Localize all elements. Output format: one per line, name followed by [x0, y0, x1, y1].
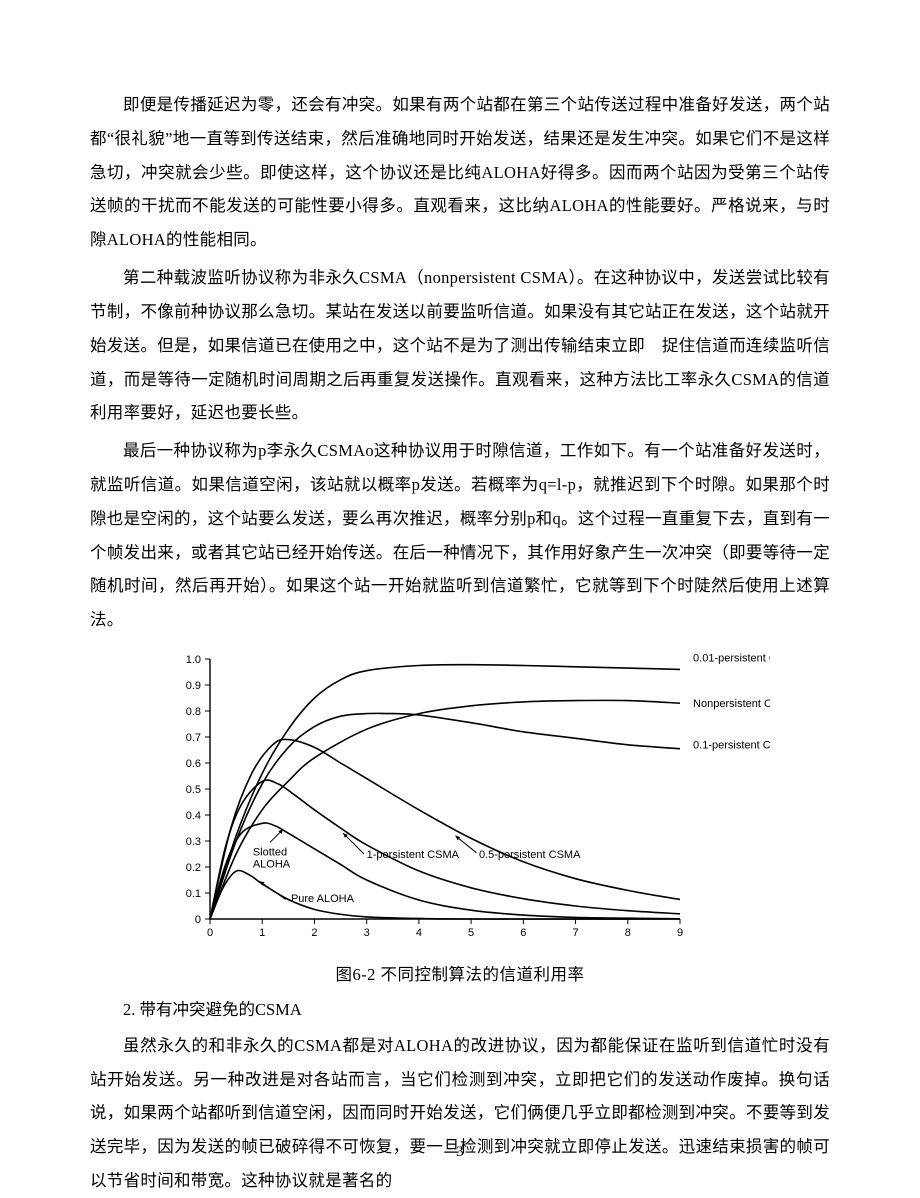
- svg-text:0: 0: [195, 914, 201, 926]
- svg-text:4: 4: [416, 927, 422, 939]
- paragraph-2: 第二种载波监听协议称为非永久CSMA（nonpersistent CSMA）。在…: [90, 261, 830, 430]
- svg-text:9: 9: [677, 927, 683, 939]
- svg-text:0.4: 0.4: [186, 810, 201, 822]
- svg-text:1: 1: [259, 927, 265, 939]
- page-number: 3: [0, 1144, 920, 1161]
- svg-text:0.7: 0.7: [186, 732, 201, 744]
- svg-text:0.8: 0.8: [186, 706, 201, 718]
- svg-text:0.9: 0.9: [186, 680, 201, 692]
- svg-text:0.1: 0.1: [186, 888, 201, 900]
- figure-caption: 图6-2 不同控制算法的信道利用率: [90, 961, 830, 985]
- document-page: 即便是传播延迟为零，还会有冲突。如果有两个站都在第三个站传送过程中准备好发送，两…: [0, 0, 920, 1191]
- svg-text:0.1-persistent CSMA: 0.1-persistent CSMA: [693, 740, 770, 752]
- svg-text:6: 6: [520, 927, 526, 939]
- svg-text:0.5-persistent CSMA: 0.5-persistent CSMA: [479, 849, 581, 861]
- svg-text:0.3: 0.3: [186, 836, 201, 848]
- throughput-chart: 0 1 2 3 4 5 6 7 8 9 0 0.1 0.2 0.3 0.4 0.5 0.6 0.7 0.8 0.9 1.…: [150, 647, 770, 957]
- svg-text:0.2: 0.2: [186, 862, 201, 874]
- paragraph-4: 虽然永久的和非永久的CSMA都是对ALOHA的改进协议，因为都能保证在监听到信道…: [90, 1029, 830, 1198]
- svg-text:Slotted: Slotted: [253, 846, 287, 858]
- svg-text:0.5: 0.5: [186, 784, 201, 796]
- svg-text:0.01-persistent CSMA: 0.01-persistent CSMA: [693, 653, 770, 665]
- paragraph-3: 最后一种协议称为p李永久CSMAo这种协议用于时隙信道，工作如下。有一个站准备好…: [90, 434, 830, 637]
- svg-text:Pure ALOHA: Pure ALOHA: [291, 893, 355, 905]
- svg-text:1.0: 1.0: [186, 654, 201, 666]
- svg-text:1-persistent CSMA: 1-persistent CSMA: [367, 849, 460, 861]
- svg-text:3: 3: [364, 927, 370, 939]
- section-2-title: 2. 带有冲突避免的CSMA: [90, 993, 830, 1027]
- svg-text:0.6: 0.6: [186, 758, 201, 770]
- paragraph-1: 即便是传播延迟为零，还会有冲突。如果有两个站都在第三个站传送过程中准备好发送，两…: [90, 88, 830, 257]
- svg-text:ALOHA: ALOHA: [253, 858, 291, 870]
- svg-text:Nonpersistent CSMA: Nonpersistent CSMA: [693, 698, 770, 710]
- svg-text:2: 2: [311, 927, 317, 939]
- svg-text:7: 7: [572, 927, 578, 939]
- svg-text:5: 5: [468, 927, 474, 939]
- svg-text:0: 0: [207, 927, 213, 939]
- svg-text:8: 8: [625, 927, 631, 939]
